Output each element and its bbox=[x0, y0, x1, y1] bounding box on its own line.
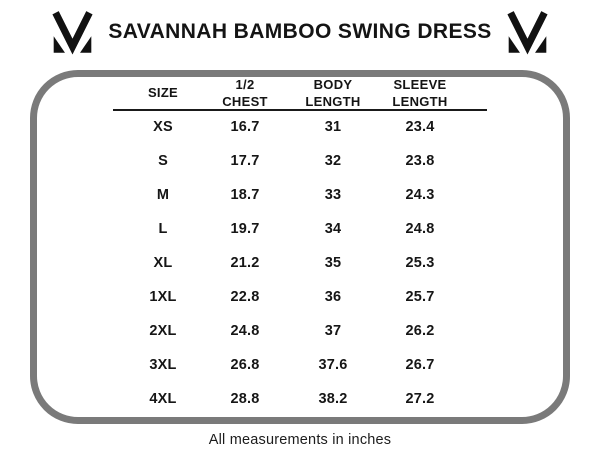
measurement-value: 35 bbox=[324, 255, 342, 271]
measurement-value: 25.7 bbox=[405, 289, 435, 305]
brand-logo-right-icon bbox=[504, 9, 551, 56]
measurement-value: 26.7 bbox=[405, 357, 435, 373]
measurement-value: 28.8 bbox=[230, 391, 260, 407]
measurement-value: 23.8 bbox=[405, 153, 435, 169]
brand-logo-left-icon bbox=[49, 9, 96, 56]
table-row: 2XL 24.8 37 26.2 bbox=[115, 314, 453, 348]
measurement-value: 19.7 bbox=[230, 221, 260, 237]
table-row: 4XL 28.8 38.2 27.2 bbox=[115, 382, 453, 416]
size-label: L bbox=[158, 221, 168, 237]
measurement-value: 23.4 bbox=[405, 119, 435, 135]
measurement-value: 36 bbox=[324, 289, 342, 305]
measurement-value: 21.2 bbox=[230, 255, 260, 271]
measurement-value: 32 bbox=[324, 153, 342, 169]
table-row: M 18.7 33 24.3 bbox=[115, 178, 453, 212]
measurement-value: 26.2 bbox=[405, 323, 435, 339]
measurement-value: 22.8 bbox=[230, 289, 260, 305]
page-title: SAVANNAH BAMBOO SWING DRESS bbox=[108, 20, 492, 43]
table-row: 3XL 26.8 37.6 26.7 bbox=[115, 348, 453, 382]
measurement-value: 38.2 bbox=[318, 391, 348, 407]
table-row: 1XL 22.8 36 25.7 bbox=[115, 280, 453, 314]
table-header: SIZE 1/2 CHEST BODY LENGTH SLEEVE LENGTH bbox=[115, 77, 453, 110]
size-chart-table: SIZE 1/2 CHEST BODY LENGTH SLEEVE LENGTH XS… bbox=[115, 77, 453, 416]
measurement-value: 37.6 bbox=[318, 357, 348, 373]
table-row: XS 16.7 31 23.4 bbox=[115, 110, 453, 144]
measurement-value: 24.8 bbox=[230, 323, 260, 339]
size-label: XL bbox=[153, 255, 173, 271]
size-label: 2XL bbox=[149, 323, 177, 339]
size-label: 1XL bbox=[149, 289, 177, 305]
size-label: S bbox=[158, 153, 168, 169]
measurement-value: 25.3 bbox=[405, 255, 435, 271]
table-header-row: SIZE 1/2 CHEST BODY LENGTH SLEEVE LENGTH bbox=[115, 77, 453, 110]
measurement-value: 31 bbox=[324, 119, 342, 135]
header-underline bbox=[113, 109, 487, 111]
measurement-value: 27.2 bbox=[405, 391, 435, 407]
size-label: 4XL bbox=[149, 391, 177, 407]
size-chart-border-box: SIZE 1/2 CHEST BODY LENGTH SLEEVE LENGTH XS… bbox=[30, 70, 570, 424]
measurement-value: 24.8 bbox=[405, 221, 435, 237]
measurement-unit-note: All measurements in inches bbox=[208, 432, 392, 448]
column-header: 1/2 CHEST bbox=[222, 77, 268, 109]
measurement-value: 17.7 bbox=[230, 153, 260, 169]
size-label: 3XL bbox=[149, 357, 177, 373]
table-body: XS 16.7 31 23.4 S 17.7 32 23.8 M 18.7 33 24.3 L 19.7 3… bbox=[115, 110, 453, 416]
table-row: XL 21.2 35 25.3 bbox=[115, 246, 453, 280]
table-row: S 17.7 32 23.8 bbox=[115, 144, 453, 178]
size-label: XS bbox=[153, 119, 173, 135]
measurement-value: 33 bbox=[324, 187, 342, 203]
title-row: SAVANNAH BAMBOO SWING DRESS bbox=[0, 8, 600, 56]
table-row: L 19.7 34 24.8 bbox=[115, 212, 453, 246]
measurement-value: 37 bbox=[324, 323, 342, 339]
column-header: SLEEVE LENGTH bbox=[392, 77, 448, 109]
measurement-value: 24.3 bbox=[405, 187, 435, 203]
size-label: M bbox=[156, 187, 170, 203]
measurement-value: 34 bbox=[324, 221, 342, 237]
measurement-value: 26.8 bbox=[230, 357, 260, 373]
measurement-value: 18.7 bbox=[230, 187, 260, 203]
measurement-value: 16.7 bbox=[230, 119, 260, 135]
column-header: SIZE bbox=[147, 85, 179, 101]
column-header: BODY LENGTH bbox=[305, 77, 361, 109]
